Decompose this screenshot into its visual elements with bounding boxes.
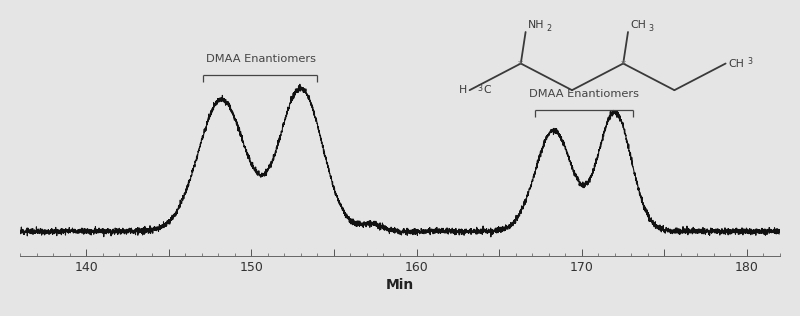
Text: *: * bbox=[518, 60, 523, 70]
Text: CH: CH bbox=[729, 58, 745, 69]
Text: 3: 3 bbox=[478, 84, 483, 93]
Text: C: C bbox=[484, 85, 491, 95]
X-axis label: Min: Min bbox=[386, 278, 414, 292]
Text: *: * bbox=[621, 60, 626, 70]
Text: H: H bbox=[458, 85, 467, 95]
Text: CH: CH bbox=[630, 20, 646, 30]
Text: 3: 3 bbox=[649, 23, 654, 33]
Text: DMAA Enantiomers: DMAA Enantiomers bbox=[530, 88, 639, 99]
Text: 3: 3 bbox=[747, 58, 752, 66]
Text: DMAA Enantiomers: DMAA Enantiomers bbox=[206, 54, 316, 64]
Text: 2: 2 bbox=[546, 23, 551, 33]
Text: NH: NH bbox=[528, 20, 544, 30]
